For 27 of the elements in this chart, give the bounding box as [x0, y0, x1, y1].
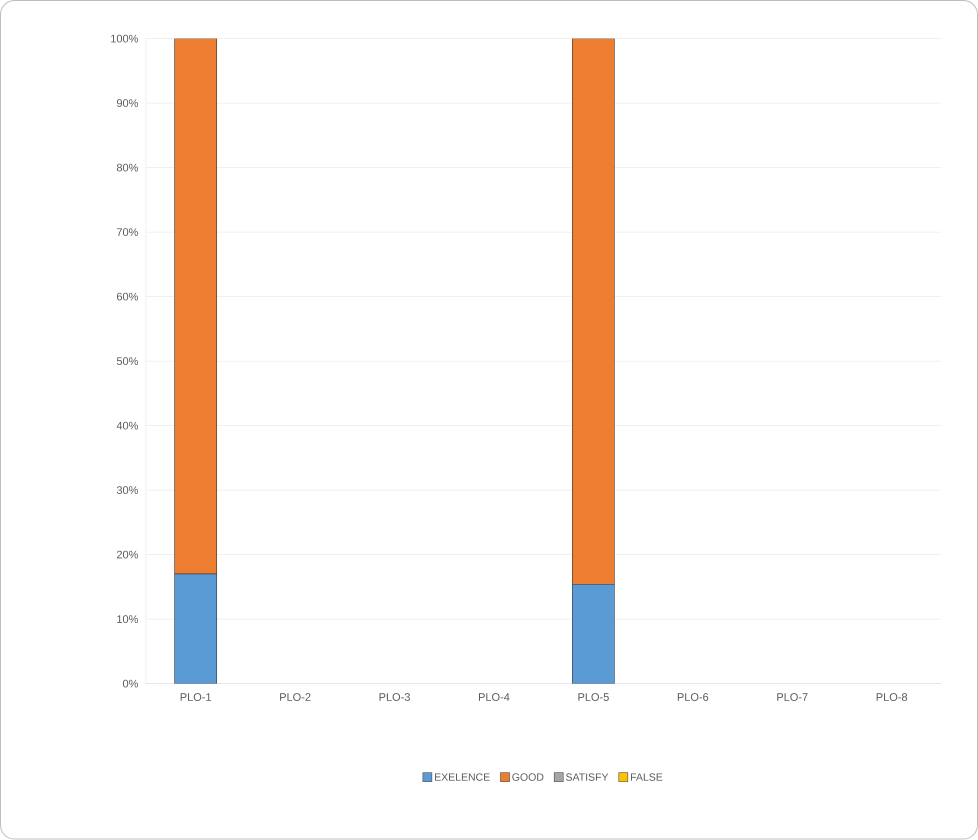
x-tick-label: PLO-4	[478, 693, 510, 702]
x-tick-label: PLO-1	[180, 693, 212, 702]
x-tick-label: PLO-7	[777, 693, 808, 702]
x-tick-label: PLO-5	[578, 693, 609, 702]
y-tick-label: 30%	[116, 486, 138, 494]
y-tick-label: 80%	[116, 164, 138, 172]
y-tick-label: 90%	[116, 99, 138, 108]
x-tick-label: PLO-8	[876, 693, 908, 702]
x-tick-label: PLO-3	[380, 693, 410, 702]
y-tick-label: 70%	[116, 228, 138, 236]
y-tick-label: 50%	[116, 357, 138, 366]
bar	[572, 38, 615, 585]
y-tick-label: 0%	[122, 680, 138, 688]
bar	[572, 584, 615, 684]
y-tick-label: 60%	[116, 292, 138, 301]
x-tick-label: PLO-6	[678, 693, 708, 702]
y-tick-label: 40%	[116, 422, 138, 430]
legend-label: FALSE	[630, 774, 662, 781]
x-tick-label: PLO-2	[280, 693, 310, 702]
y-tick-label: 10%	[117, 615, 138, 624]
bar	[174, 574, 218, 684]
legend-label: GOOD	[512, 774, 544, 781]
legend-label: SATISFY	[566, 774, 608, 781]
legend-label: EXELENCE	[435, 774, 490, 781]
y-tick-label: 20%	[116, 550, 138, 559]
y-tick-label: 100%	[111, 34, 138, 43]
bar	[174, 38, 218, 574]
